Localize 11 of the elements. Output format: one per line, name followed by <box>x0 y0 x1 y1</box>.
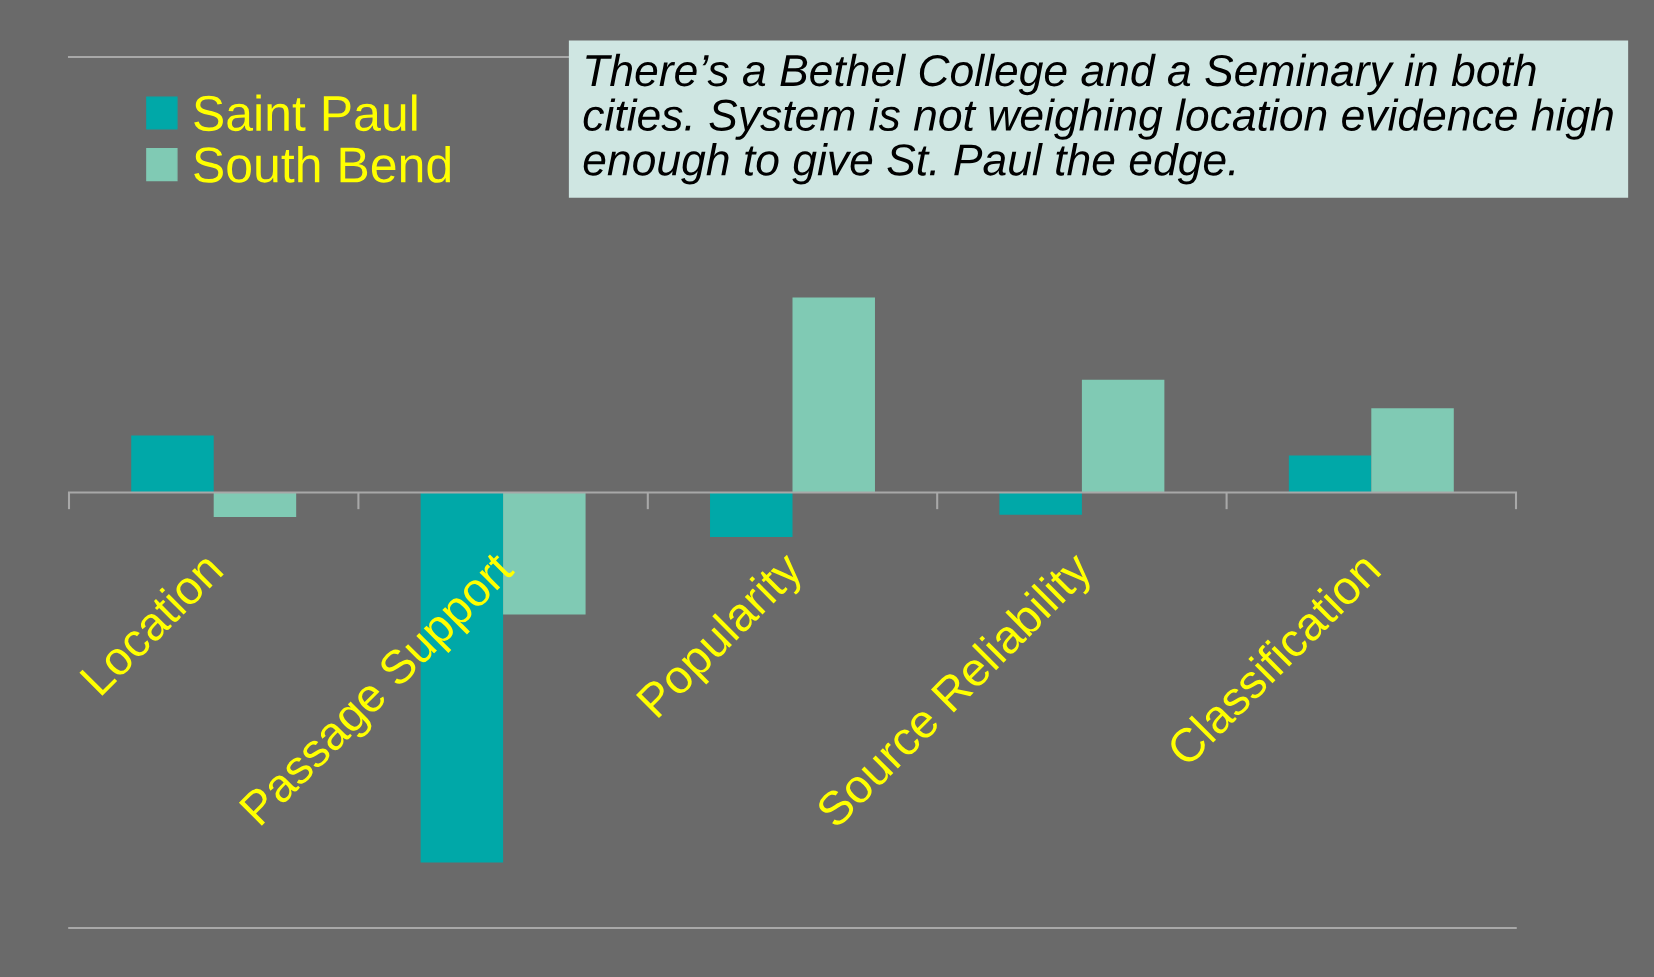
bar <box>1371 408 1454 493</box>
legend-label: South Bend <box>194 146 450 183</box>
bar <box>710 492 793 537</box>
bar <box>1081 379 1165 493</box>
bar <box>999 492 1082 515</box>
bar <box>213 492 297 517</box>
bar <box>792 297 875 493</box>
legend-label: Saint Paul <box>194 94 417 132</box>
text: There’s a Bethel College and a Seminary in both cities. System is not weighing location evidence high enough to give St. Paul the edge. <box>583 53 1613 185</box>
bar <box>1288 455 1372 493</box>
bar <box>131 435 214 493</box>
